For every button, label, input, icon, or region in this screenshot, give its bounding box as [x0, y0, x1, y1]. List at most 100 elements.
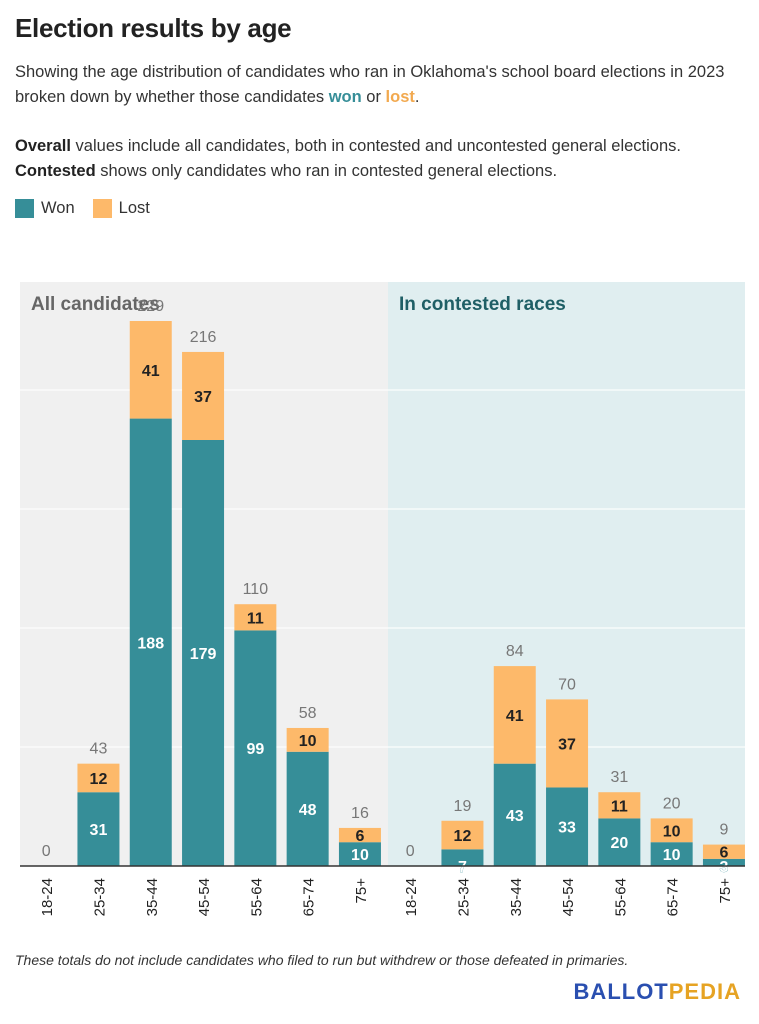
- legend-item-lost: Lost: [92, 199, 150, 218]
- x-tick-label: 45-54: [196, 878, 213, 916]
- panel-title: In contested races: [399, 294, 566, 315]
- total-label: 70: [558, 676, 576, 693]
- bar-lost: [286, 727, 329, 752]
- legend-swatch-lost: [92, 199, 112, 218]
- bar-won: [702, 858, 745, 866]
- data-label-won: 99: [246, 741, 264, 758]
- bar-won: [441, 849, 484, 866]
- total-label: 43: [90, 741, 108, 758]
- stacked-bar-chart: All candidates 0 18-24 31 12 43 25-34 188 41 229 3…: [20, 282, 745, 916]
- data-label-won: 10: [663, 847, 681, 864]
- lost-highlight: lost: [385, 88, 415, 106]
- bar-won: [598, 818, 641, 866]
- data-label-won: 20: [610, 835, 628, 852]
- data-label-won: 188: [137, 635, 164, 652]
- x-tick-label: 55-64: [612, 878, 629, 916]
- data-label-lost: 37: [194, 389, 212, 406]
- data-label-lost: 6: [719, 845, 728, 862]
- legend-label-lost: Lost: [118, 199, 150, 217]
- bar-won: [493, 763, 536, 866]
- x-tick-label: 25-34: [91, 878, 108, 916]
- x-tick-label: 25-34: [455, 878, 472, 916]
- bar-won: [77, 792, 120, 866]
- bar-lost: [234, 604, 277, 631]
- data-label-lost: 6: [355, 828, 364, 845]
- total-label: 9: [719, 822, 728, 839]
- bar-lost: [129, 321, 172, 419]
- overall-text: values include all candidates, both in c…: [70, 137, 681, 155]
- chart-explanation: Overall values include all candidates, b…: [15, 134, 745, 184]
- data-label-won: 7: [458, 859, 467, 876]
- description-text: Showing the age distribution of candidat…: [15, 63, 725, 106]
- x-tick-label: 75+: [353, 878, 370, 904]
- bar-won: [650, 842, 693, 866]
- footnote: These totals do not include candidates w…: [15, 952, 629, 968]
- total-label: 216: [190, 329, 217, 346]
- total-label: 229: [137, 298, 164, 315]
- description-period: .: [414, 88, 420, 106]
- x-tick-label: 45-54: [560, 878, 577, 916]
- total-label: 110: [243, 581, 269, 598]
- x-tick-label: 65-74: [665, 878, 682, 916]
- data-label-lost: 11: [247, 610, 264, 627]
- chart-title: Election results by age: [15, 13, 292, 43]
- data-label-won: 31: [90, 822, 108, 839]
- data-label-lost: 37: [558, 736, 576, 753]
- data-label-lost: 12: [90, 771, 108, 788]
- x-tick-label: 18-24: [403, 878, 420, 916]
- data-label-lost: 10: [663, 823, 681, 840]
- data-label-lost: 41: [142, 363, 160, 380]
- total-label: 19: [454, 798, 472, 815]
- x-tick-label: 35-44: [508, 878, 525, 916]
- legend-item-won: Won: [15, 199, 75, 218]
- legend: Won Lost: [15, 199, 168, 218]
- logo-part-pedia: PEDIA: [668, 979, 741, 1004]
- data-label-won: 43: [506, 808, 524, 825]
- description-or: or: [361, 88, 386, 106]
- x-tick-label: 55-64: [248, 878, 265, 916]
- bar-lost: [598, 792, 641, 819]
- x-tick-label: 18-24: [39, 878, 56, 916]
- bar-lost: [338, 827, 381, 843]
- bar-won: [546, 787, 589, 866]
- data-label-lost: 41: [506, 708, 524, 725]
- bar-lost: [702, 844, 745, 859]
- chart-description: Showing the age distribution of candidat…: [15, 60, 745, 110]
- x-tick-label: 35-44: [144, 878, 161, 916]
- contested-text: shows only candidates who ran in contest…: [95, 162, 558, 180]
- bar-lost: [546, 699, 589, 788]
- legend-swatch-won: [15, 199, 34, 218]
- total-label: 16: [351, 805, 369, 822]
- overall-term: Overall: [15, 137, 71, 155]
- data-label-won: 179: [190, 646, 217, 663]
- x-tick-label: 65-74: [301, 878, 318, 916]
- data-label-won: 33: [558, 820, 576, 837]
- total-label: 84: [506, 643, 524, 660]
- panel-title: All candidates: [31, 294, 160, 315]
- total-label: 0: [42, 843, 51, 860]
- total-label: 20: [663, 795, 681, 812]
- contested-term: Contested: [15, 162, 96, 180]
- bar-won: [234, 630, 277, 866]
- bar-lost: [493, 666, 536, 764]
- legend-label-won: Won: [41, 199, 75, 217]
- bar-won: [129, 418, 172, 866]
- bar-lost: [650, 818, 693, 843]
- total-label: 0: [406, 843, 415, 860]
- data-label-won: 10: [351, 847, 369, 864]
- total-label: 31: [610, 769, 628, 786]
- bar-won: [286, 751, 329, 866]
- bar-lost: [77, 763, 120, 793]
- data-label-won: 48: [299, 802, 317, 819]
- bar-lost: [441, 820, 484, 850]
- ballotpedia-logo: BALLOTPEDIA: [574, 979, 741, 1005]
- data-label-lost: 12: [454, 828, 472, 845]
- bar-won: [182, 439, 225, 866]
- bar-lost: [182, 351, 225, 440]
- bar-won: [338, 842, 381, 866]
- x-tick-label: 75+: [717, 878, 734, 904]
- data-label-lost: 10: [299, 733, 317, 750]
- logo-part-ballot: BALLOT: [573, 979, 669, 1004]
- data-label-won: 3: [719, 859, 728, 876]
- won-highlight: won: [328, 88, 362, 106]
